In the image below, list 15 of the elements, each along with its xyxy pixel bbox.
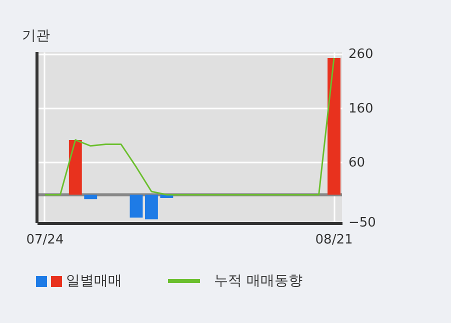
bar	[84, 194, 98, 200]
chart-title: 기관	[22, 27, 50, 45]
legend-label: 누적 매매동향	[214, 272, 302, 290]
bar	[328, 58, 340, 195]
y-tick-label: 160	[348, 101, 374, 116]
x-tick-label: 07/24	[26, 232, 64, 248]
y-tick-label: 260	[348, 47, 374, 62]
bar	[145, 194, 158, 220]
x-tick-label: 08/21	[315, 232, 353, 248]
bar	[68, 140, 82, 195]
y-tick-label: 60	[348, 156, 366, 171]
y-tick-label: −50	[348, 215, 376, 230]
legend-label: 일별매매	[66, 272, 122, 290]
bar	[130, 194, 143, 218]
line-series	[44, 57, 335, 196]
